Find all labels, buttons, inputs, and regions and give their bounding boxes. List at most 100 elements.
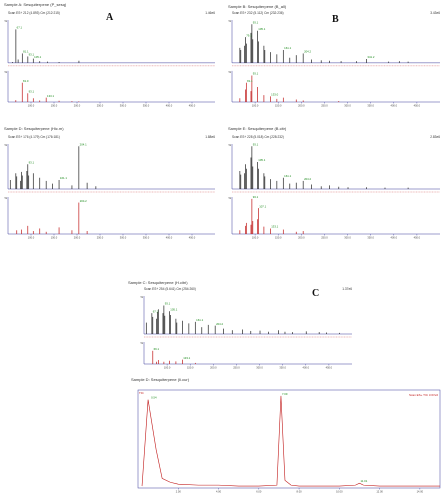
- chromatogram-line: [141, 395, 440, 487]
- x-tick-label: 450.0: [414, 236, 421, 240]
- chart-tic: 1.46e6: [205, 11, 215, 15]
- peak-label: 133.1: [271, 225, 278, 229]
- peak-label: 133.1: [47, 94, 54, 98]
- chart-panel-3: Sample D: Sesquiterpene (Hic.m) Scan ES+ …: [4, 126, 215, 240]
- x-tick-label: 400.0: [391, 236, 398, 240]
- peak-label: 133.1: [183, 356, 190, 360]
- x-tick-label: 450.0: [326, 366, 333, 370]
- peak-label: 93.1: [253, 20, 259, 24]
- x-tick-label: 100.0: [252, 236, 259, 240]
- y-tick-label: %: [228, 196, 231, 200]
- panel-letter: B: [332, 14, 339, 25]
- x-tick-label: 450.0: [189, 104, 196, 108]
- chart-header: TIC: [139, 391, 145, 395]
- x-tick-label: 100.0: [252, 104, 259, 108]
- x-tick-label: 8.00: [297, 490, 303, 494]
- peak-label: 93.1: [165, 302, 171, 306]
- x-tick-label: 12.00: [376, 490, 383, 494]
- chart-caption: Sample A: Sesquiterpene (P_sesq): [4, 2, 67, 7]
- x-tick-label: 450.0: [189, 236, 196, 240]
- x-tick-label: 400.0: [166, 104, 173, 108]
- x-tick-label: 300.0: [344, 104, 351, 108]
- x-tick-label: 2.00: [176, 490, 182, 494]
- panel-letter: C: [312, 288, 319, 299]
- x-tick-label: 200.0: [74, 104, 81, 108]
- x-tick-label: 150.0: [275, 104, 282, 108]
- peak-label: 204.2: [304, 177, 311, 181]
- x-tick-label: 10.00: [336, 490, 343, 494]
- chart-caption: Sample C: Sesquiterpene (H.citri): [128, 280, 188, 285]
- x-tick-label: 400.0: [391, 104, 398, 108]
- chart-tic: 2.83e6: [430, 135, 440, 139]
- peak-label: 93.1: [29, 160, 35, 164]
- x-tick-label: 300.0: [120, 236, 127, 240]
- peak-label: 161.1: [284, 174, 291, 178]
- y-tick-label: %: [4, 70, 7, 74]
- x-tick-label: 400.0: [166, 236, 173, 240]
- chart-caption: Sample B: Sesquiterpene (B_all): [228, 4, 287, 9]
- peak-label: 7.09: [282, 392, 288, 396]
- x-tick-label: 150.0: [51, 236, 58, 240]
- x-tick-label: 150.0: [51, 104, 58, 108]
- chart-panel-1: Sample A: Sesquiterpene (P_sesq) A Scan ES…: [4, 2, 215, 108]
- chart-tic: 1.37e6: [342, 287, 352, 291]
- x-tick-label: 200.0: [298, 236, 305, 240]
- chart-header: Scan ES+ 228 (5.018) Cm (228:232): [232, 135, 284, 139]
- x-tick-label: 100.0: [28, 236, 35, 240]
- chart-panel-2: Sample B: Sesquiterpene (B_all) B Scan ES+…: [228, 4, 440, 108]
- y-tick-label: %: [140, 341, 143, 345]
- chart-tic: 3.43e6: [430, 11, 440, 15]
- chart-caption: Sample D: Sesquiterpene (Hic.m): [4, 126, 64, 131]
- chart-caption: Sample E: Sesquiterpene (B.citr): [228, 126, 287, 131]
- x-tick-label: 450.0: [414, 104, 421, 108]
- peak-label: 0.54: [151, 396, 157, 400]
- y-tick-label: %: [228, 70, 231, 74]
- x-tick-label: 250.0: [97, 236, 104, 240]
- chart-tic: Scan ES+ TIC 3.67e6: [409, 393, 438, 397]
- chart-header: Scan ES+ 176 (4.179) Cm (176:181): [8, 135, 60, 139]
- peak-label: 81.0: [23, 79, 29, 83]
- peak-label: 11.01: [360, 479, 367, 483]
- chart-header: Scan ES+ 212 (4.893) Cm (212:215): [8, 11, 60, 15]
- x-tick-label: 350.0: [143, 104, 150, 108]
- x-tick-label: 250.0: [321, 104, 328, 108]
- peak-label: 105.1: [170, 307, 177, 311]
- x-tick-label: 350.0: [367, 104, 374, 108]
- peak-label: 81.1: [23, 50, 29, 54]
- x-tick-label: 350.0: [367, 236, 374, 240]
- peak-label: 133.0: [271, 93, 278, 97]
- peak-label: 105.1: [258, 27, 265, 31]
- x-tick-label: 200.0: [210, 366, 217, 370]
- chart-caption: Sample D: Sesquiterpene (Ii.cur): [131, 377, 190, 382]
- y-tick-label: %: [228, 143, 231, 147]
- peak-label: 93.1: [253, 195, 259, 199]
- peak-label: 161.1: [284, 46, 291, 50]
- peak-label: 67.1: [153, 309, 159, 313]
- x-tick-label: 4.00: [216, 490, 222, 494]
- x-tick-label: 250.0: [233, 366, 240, 370]
- peak-label: 93.1: [29, 89, 35, 93]
- x-tick-label: 350.0: [143, 236, 150, 240]
- peak-label: 93.1: [253, 72, 259, 76]
- x-tick-label: 150.0: [187, 366, 194, 370]
- chart-tic: 1.88e6: [205, 135, 215, 139]
- peak-label: 93.1: [29, 53, 35, 57]
- x-tick-label: 250.0: [97, 104, 104, 108]
- peak-label: 204.2: [216, 322, 223, 326]
- chart-panel-6: Sample D: Sesquiterpene (Ii.cur) Scan ES+…: [131, 377, 441, 494]
- x-tick-label: 300.0: [344, 236, 351, 240]
- plot-frame: [137, 389, 441, 489]
- y-tick-label: %: [4, 196, 7, 200]
- x-tick-label: 200.0: [298, 104, 305, 108]
- peak-label: 341.2: [367, 55, 374, 59]
- x-tick-label: 150.0: [275, 236, 282, 240]
- chart-panel-5: Sample C: Sesquiterpene (H.citri) C Scan E…: [128, 280, 352, 370]
- y-tick-label: %: [4, 19, 7, 23]
- y-tick-label: %: [140, 295, 143, 299]
- peak-label: 81.1: [247, 79, 253, 83]
- peak-label: 105.1: [258, 158, 265, 162]
- peak-label: 204.2: [80, 199, 87, 203]
- chart-header: Scan ES+ 254 (5.641) Cm (254:260): [144, 287, 196, 291]
- peak-label: 107.1: [259, 204, 266, 208]
